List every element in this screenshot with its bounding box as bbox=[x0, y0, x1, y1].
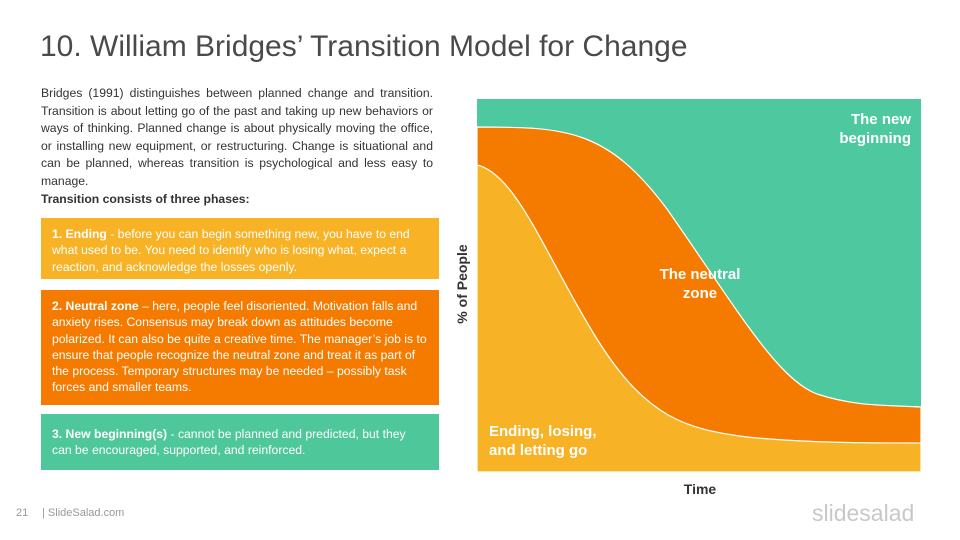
phase-box: 2. Neutral zone – here, people feel diso… bbox=[41, 290, 439, 405]
title: 10. William Bridges’ Transition Model fo… bbox=[40, 30, 688, 63]
intro-lead: Transition consists of three phases: bbox=[41, 191, 250, 206]
phase-text: - before you can begin something new, yo… bbox=[52, 227, 410, 274]
page-number: 21 bbox=[16, 507, 29, 519]
phase-label: 2. Neutral zone bbox=[52, 299, 139, 313]
footer-site: | SlideSalad.com bbox=[42, 507, 125, 519]
x-axis-label: Time bbox=[683, 481, 717, 497]
diagram bbox=[477, 99, 921, 472]
region-label: The neutral zone bbox=[659, 266, 741, 302]
phase-label: 3. New beginning(s) bbox=[52, 427, 168, 441]
intro-text: Bridges (1991) distinguishes between pla… bbox=[41, 86, 433, 188]
phase-text: – here, people feel disoriented. Motivat… bbox=[52, 299, 427, 395]
phase-box: 3. New beginning(s) - cannot be planned … bbox=[41, 414, 439, 470]
region-ending bbox=[477, 164, 921, 472]
phase-text: - cannot be planned and predicted, but t… bbox=[52, 427, 406, 458]
logo: slidesalad bbox=[812, 500, 915, 526]
region-label: The new beginning bbox=[839, 111, 911, 147]
region-label: Ending, losing, and letting go bbox=[489, 423, 597, 459]
phase-box: 1. Ending - before you can begin somethi… bbox=[41, 218, 439, 279]
phase-label: 1. Ending bbox=[52, 227, 107, 241]
y-axis-label: % of People bbox=[454, 244, 470, 324]
intro: Bridges (1991) distinguishes between pla… bbox=[41, 85, 433, 208]
